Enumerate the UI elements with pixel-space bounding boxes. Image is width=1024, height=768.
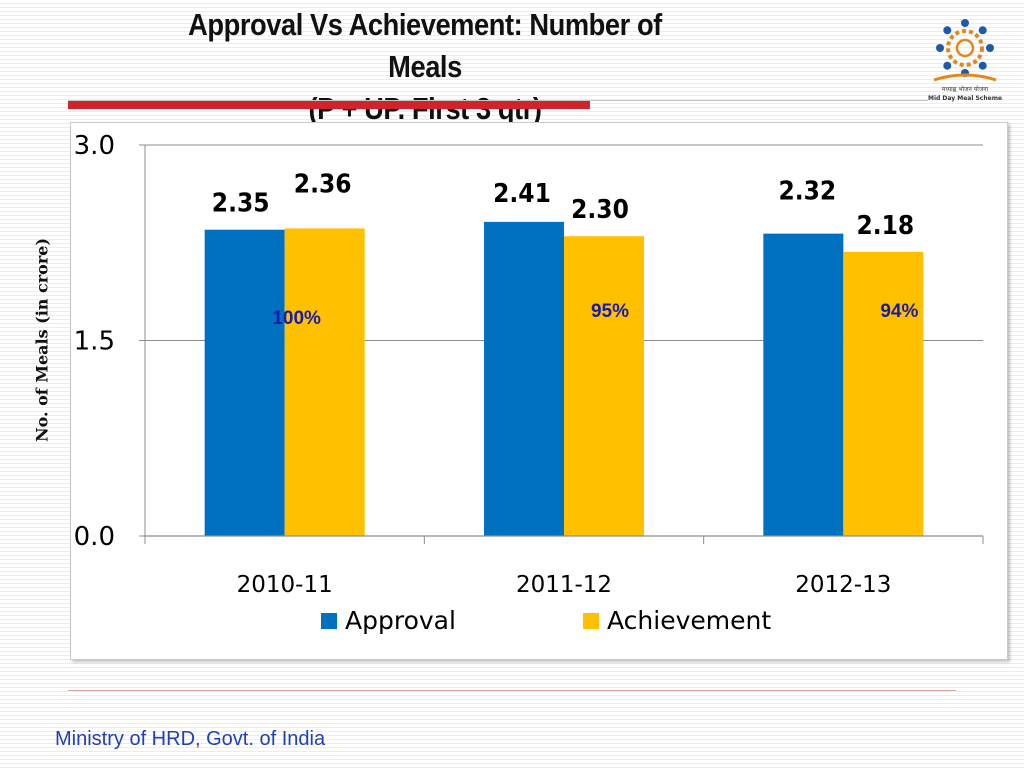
approval-bar	[204, 229, 285, 536]
approval-bar	[763, 233, 844, 537]
x-category-label: 2012-13	[795, 572, 891, 598]
achievement-bar	[284, 228, 365, 536]
approval-data-label: 2.32	[778, 177, 836, 207]
achievement-bar	[843, 251, 924, 536]
percent-label: 95%	[591, 301, 629, 322]
title-line-1: Approval Vs Achievement: Number of Meals	[188, 7, 662, 84]
x-category-label: 2011-12	[516, 572, 612, 598]
bar-chart: 0.0 1.5 3.0 2.35 2.36 100% 2010-11 2.41 2.30 95% 2…	[74, 131, 984, 635]
achievement-data-label: 2.36	[294, 169, 352, 199]
slide-title: Approval Vs Achievement: Number of Meals…	[120, 4, 730, 130]
y-axis-label: No. of Meals (in crore)	[32, 237, 52, 443]
legend-swatch-achievement	[583, 613, 599, 629]
legend-label-achievement: Achievement	[607, 606, 771, 635]
y-tick-label: 1.5	[74, 327, 115, 357]
percent-label: 100%	[272, 308, 321, 329]
y-tick-label: 3.0	[74, 131, 115, 161]
mid-day-meal-logo: मध्याह्न भोजन योजना Mid Day Meal Scheme	[928, 19, 1002, 102]
title-divider	[68, 100, 928, 101]
approval-data-label: 2.35	[212, 189, 270, 219]
footer-text: Ministry of HRD, Govt. of India	[55, 728, 326, 750]
legend-label-approval: Approval	[345, 606, 456, 635]
approval-bar	[484, 221, 564, 536]
footer-divider	[68, 690, 956, 691]
logo-emblem-icon	[933, 19, 997, 82]
logo-caption-hindi: मध्याह्न भोजन योजना	[942, 85, 989, 93]
title-accent-bar	[68, 101, 590, 109]
percent-label: 94%	[880, 301, 918, 322]
legend-swatch-approval	[321, 613, 337, 629]
achievement-data-label: 2.18	[856, 211, 914, 241]
approval-data-label: 2.41	[493, 179, 551, 209]
x-category-label: 2010-11	[237, 572, 333, 598]
chart-container: 0.0 1.5 3.0 2.35 2.36 100% 2010-11 2.41 2.30 95% 2…	[70, 122, 1008, 660]
achievement-data-label: 2.30	[571, 195, 629, 225]
logo-caption-english: Mid Day Meal Scheme	[928, 95, 1002, 102]
y-tick-label: 0.0	[74, 522, 115, 552]
achievement-bar	[564, 236, 644, 536]
